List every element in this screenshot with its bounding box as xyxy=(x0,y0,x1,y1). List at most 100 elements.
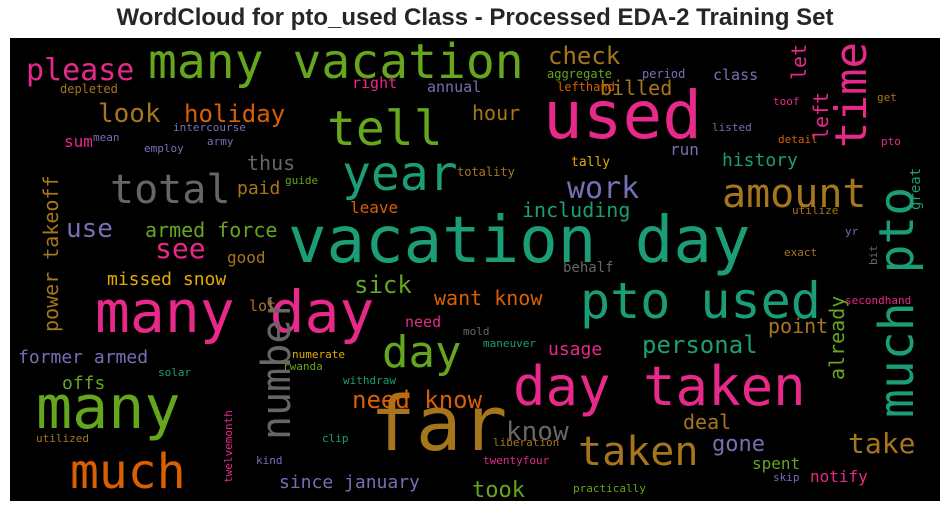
word-including: including xyxy=(522,198,630,222)
word-took: took xyxy=(472,478,525,501)
word-take: take xyxy=(848,427,915,460)
word-behalf: behalf xyxy=(563,260,614,276)
word-class: class xyxy=(713,66,758,84)
word-thus: thus xyxy=(247,151,295,175)
word-tally: tally xyxy=(571,155,610,170)
word-many-vacation: many vacation xyxy=(148,38,524,90)
word-far: far xyxy=(370,379,507,468)
word-need-know: need know xyxy=(352,386,483,414)
word-clip: clip xyxy=(322,432,349,445)
word-since-january: since january xyxy=(279,472,420,493)
word-many-day: many day xyxy=(95,278,374,346)
word-utilized: utilized xyxy=(36,432,89,445)
word-secondhand: secondhand xyxy=(845,294,911,307)
word-period: period xyxy=(642,67,685,81)
word-left: left xyxy=(809,92,833,140)
word-good: good xyxy=(227,248,266,267)
word-right: right xyxy=(352,74,397,92)
word-history: history xyxy=(722,150,798,171)
word-twentyfour: twentyfour xyxy=(483,454,550,467)
word-work: work xyxy=(567,171,639,206)
word-amount: amount xyxy=(722,171,867,217)
word-number: number xyxy=(254,296,300,441)
word-paid: paid xyxy=(237,178,280,199)
word-year: year xyxy=(342,146,458,202)
word-holiday: holiday xyxy=(184,100,285,128)
word-annual: annual xyxy=(427,78,481,96)
word-lot: lot xyxy=(249,297,276,315)
word-maneuver: maneuver xyxy=(483,337,536,350)
word-pto: pto xyxy=(881,135,901,148)
word-usage: usage xyxy=(548,339,602,360)
word-great: great xyxy=(908,168,924,210)
word-already: already xyxy=(825,296,849,380)
word-leave: leave xyxy=(350,198,398,217)
word-mold: mold xyxy=(463,325,490,338)
word-let: let xyxy=(787,44,811,80)
word-sum: sum xyxy=(64,132,93,151)
word-depleted: depleted xyxy=(60,82,118,96)
word-sick: sick xyxy=(354,271,412,299)
word-twelvemonth: twelvemonth xyxy=(222,410,235,483)
word-liberation: liberation xyxy=(493,436,559,449)
word-intercourse: intercourse xyxy=(173,121,246,134)
word-lefthand: lefthand xyxy=(557,80,615,94)
word-use: use xyxy=(66,214,113,244)
word-armed-force: armed force xyxy=(145,218,277,242)
word-former-armed: former armed xyxy=(18,347,148,368)
word-solar: solar xyxy=(158,366,191,379)
word-missed-snow: missed snow xyxy=(107,269,226,290)
word-hour: hour xyxy=(472,101,520,125)
word-tell: tell xyxy=(327,101,443,157)
word-employ: employ xyxy=(144,142,184,155)
cloud-background xyxy=(10,38,940,501)
word-totality: totality xyxy=(457,165,515,179)
word-see: see xyxy=(155,232,206,265)
word-listed: listed xyxy=(712,121,752,134)
word-skip: skip xyxy=(773,471,800,484)
word-mean: mean xyxy=(93,131,120,144)
word-numerate: numerate xyxy=(292,348,345,361)
word-power-takeoff: power takeoff xyxy=(39,175,63,332)
word-get: get xyxy=(877,91,897,104)
word-aggregate: aggregate xyxy=(547,67,612,81)
word-day-taken: day taken xyxy=(513,355,806,418)
chart-title: WordCloud for pto_used Class - Processed… xyxy=(116,4,834,31)
word-pto-used: pto used xyxy=(580,272,821,330)
word-gone: gone xyxy=(712,432,765,457)
word-much-pto: much pto xyxy=(869,187,925,418)
word-notify: notify xyxy=(810,467,868,486)
word-time: time xyxy=(826,42,877,148)
word-check: check xyxy=(548,42,621,70)
word-bit: bit xyxy=(867,245,880,265)
word-guide: guide xyxy=(285,174,318,187)
word-rwanda: rwanda xyxy=(283,360,323,373)
word-yr: yr xyxy=(845,225,859,238)
word-much: much xyxy=(70,444,186,500)
word-want-know: want know xyxy=(434,286,543,310)
word-spent: spent xyxy=(752,454,800,473)
word-withdraw: withdraw xyxy=(343,374,396,387)
word-deal: deal xyxy=(683,410,731,434)
word-detail: detail xyxy=(778,133,818,146)
word-total: total xyxy=(110,167,230,213)
word-look: look xyxy=(98,99,161,129)
word-vacation-day: vacation day xyxy=(288,204,750,278)
word-army: army xyxy=(207,135,234,148)
word-day: day xyxy=(382,327,461,378)
word-toof: toof xyxy=(773,95,800,108)
word-personal: personal xyxy=(642,331,758,359)
word-know: know xyxy=(506,417,569,447)
word-run: run xyxy=(670,140,699,159)
word-point: point xyxy=(768,314,828,338)
word-many: many xyxy=(36,373,181,443)
word-please: please xyxy=(26,53,134,88)
word-billed: billed xyxy=(600,76,672,100)
word-need: need xyxy=(405,313,441,331)
word-kind: kind xyxy=(256,454,283,467)
word-taken: taken xyxy=(578,429,698,475)
word-utilize: utilize xyxy=(792,204,838,217)
word-used: used xyxy=(543,77,702,154)
word-offs: offs xyxy=(62,373,105,394)
